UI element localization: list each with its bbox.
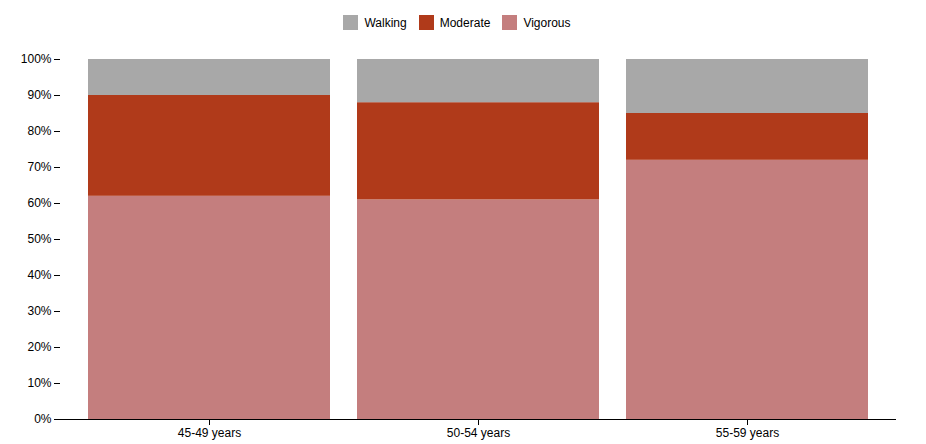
svg-text:55-59 years: 55-59 years xyxy=(716,426,779,440)
svg-text:60%: 60% xyxy=(27,196,51,210)
svg-text:30%: 30% xyxy=(27,304,51,318)
html-text:Walking: Walking xyxy=(364,15,407,30)
svg-text:0%: 0% xyxy=(34,412,52,426)
svg-text:20%: 20% xyxy=(27,340,51,354)
svg-text:80%: 80% xyxy=(27,124,51,138)
svg-text:70%: 70% xyxy=(27,160,51,174)
svg-text:40%: 40% xyxy=(27,268,51,282)
html-text:Vigorous: Vigorous xyxy=(523,15,571,30)
svg-text:90%: 90% xyxy=(27,88,51,102)
svg-text:45-49 years: 45-49 years xyxy=(178,426,241,440)
html-text:Moderate: Moderate xyxy=(439,15,491,30)
svg-text:100%: 100% xyxy=(21,52,52,66)
svg-text:50%: 50% xyxy=(27,232,51,246)
svg-text:10%: 10% xyxy=(27,376,51,390)
svg-text:50-54 years: 50-54 years xyxy=(447,426,510,440)
